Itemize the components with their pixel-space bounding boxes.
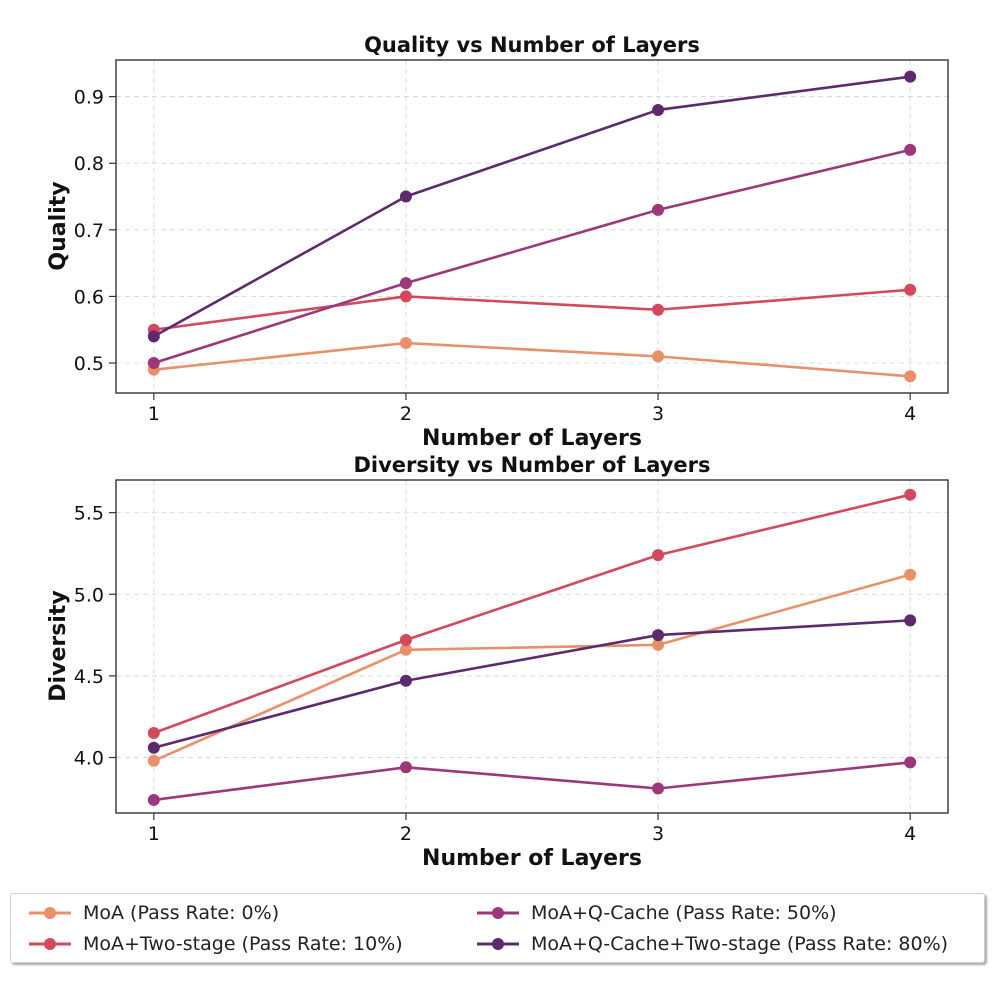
- diversity-series-line-2: [153, 761, 911, 802]
- quality-series-2-point[interactable]: [904, 143, 917, 156]
- quality-ytick-label: 0.6: [74, 286, 104, 308]
- quality-grid: [116, 60, 948, 393]
- diversity-ytick-label: 4.5: [74, 666, 104, 688]
- quality-series: [147, 70, 917, 383]
- diversity-series-2-point[interactable]: [147, 793, 160, 806]
- diversity-series-1-point[interactable]: [147, 727, 160, 740]
- quality-series-3-point[interactable]: [399, 190, 412, 203]
- diversity-series-3-point[interactable]: [652, 629, 665, 642]
- quality-series-3-point[interactable]: [147, 330, 160, 343]
- quality-series-line-3: [153, 75, 911, 338]
- legend-marker-moa-two-stage: [29, 938, 71, 950]
- legend-label-moa-q-cache-two-stage: MoA+Q-Cache+Two-stage (Pass Rate: 80%): [531, 933, 949, 955]
- legend-dot-moa-q-cache-two-stage: [492, 938, 504, 950]
- quality-series-1-point[interactable]: [652, 303, 665, 316]
- quality-series-line-1: [153, 288, 911, 332]
- diversity-series-3-point[interactable]: [147, 741, 160, 754]
- diversity-series-2-point[interactable]: [904, 756, 917, 769]
- legend-dot-moa-two-stage: [44, 938, 56, 950]
- diversity-xtick-label: 1: [148, 823, 160, 845]
- diversity-series-0-point[interactable]: [399, 643, 412, 656]
- legend-marker-moa-q-cache-two-stage: [477, 938, 519, 950]
- diversity-ytick-label: 4.0: [74, 748, 104, 770]
- legend-label-moa: MoA (Pass Rate: 0%): [83, 902, 280, 924]
- diversity-title: Diversity vs Number of Layers: [353, 453, 710, 477]
- diversity-series-0-point[interactable]: [652, 638, 665, 651]
- quality-series-2-point[interactable]: [399, 277, 412, 290]
- legend-label-moa-q-cache: MoA+Q-Cache (Pass Rate: 50%): [531, 902, 837, 924]
- quality-plot-frame: [115, 59, 949, 394]
- legend-marker-moa-q-cache: [477, 907, 519, 919]
- diversity-series-1-point[interactable]: [652, 549, 665, 562]
- quality-series-1-point[interactable]: [399, 290, 412, 303]
- diversity-series-3-point[interactable]: [904, 614, 917, 627]
- quality-ylabel: Quality: [46, 181, 71, 270]
- diversity-series-line-0: [153, 573, 911, 762]
- quality-title: Quality vs Number of Layers: [364, 33, 700, 57]
- quality-ytick-label: 0.7: [74, 220, 104, 242]
- legend: MoA (Pass Rate: 0%) MoA+Q-Cache (Pass Ra…: [10, 893, 985, 963]
- quality-ticks: 0.5 0.6 0.7 0.8 0.9 1 2 3 4: [74, 87, 916, 425]
- diversity-series-2-point[interactable]: [652, 782, 665, 795]
- diversity-xtick-label: 4: [904, 823, 916, 845]
- quality-series-line-0: [153, 341, 911, 378]
- diversity-grid: [116, 480, 948, 813]
- quality-series-3-point[interactable]: [904, 70, 917, 83]
- quality-xtick-label: 3: [652, 403, 664, 425]
- diversity-series-3-point[interactable]: [399, 674, 412, 687]
- quality-ytick-label: 0.5: [74, 353, 104, 375]
- diversity-ytick-label: 5.0: [74, 584, 104, 606]
- quality-series-1-point[interactable]: [904, 283, 917, 296]
- quality-series-0-point[interactable]: [652, 350, 665, 363]
- diversity-ytick-label: 5.5: [74, 503, 104, 525]
- diversity-chart: 4.0 4.5 5.0 5.5 1 2 3 4 Diversity vs Number of …: [46, 453, 949, 871]
- diversity-ylabel: Diversity: [46, 590, 71, 701]
- quality-chart: 0.5 0.6 0.7 0.8 0.9 1 2 3 4 Quality vs Number of…: [46, 33, 949, 451]
- diversity-series-0-point[interactable]: [147, 754, 160, 767]
- quality-series-line-2: [153, 148, 911, 365]
- diversity-xtick-label: 2: [400, 823, 412, 845]
- diversity-ticks: 4.0 4.5 5.0 5.5 1 2 3 4: [74, 503, 916, 845]
- quality-ytick-label: 0.8: [74, 153, 104, 175]
- diversity-plot-frame: [115, 479, 949, 814]
- diversity-series-0-point[interactable]: [904, 568, 917, 581]
- legend-dot-moa: [44, 907, 56, 919]
- diversity-series-line-1: [153, 493, 911, 735]
- legend-dot-moa-q-cache: [492, 907, 504, 919]
- diversity-series-2-point[interactable]: [399, 761, 412, 774]
- diversity-series-line-3: [153, 619, 911, 749]
- diversity-series: [147, 488, 917, 806]
- diversity-xlabel: Number of Layers: [422, 846, 642, 871]
- quality-series-0-point[interactable]: [904, 370, 917, 383]
- quality-series-3-point[interactable]: [652, 103, 665, 116]
- legend-marker-moa: [29, 907, 71, 919]
- diversity-series-1-point[interactable]: [904, 488, 917, 501]
- quality-xtick-label: 4: [904, 403, 916, 425]
- diversity-xtick-label: 3: [652, 823, 664, 845]
- quality-series-0-point[interactable]: [399, 337, 412, 350]
- diversity-series-1-point[interactable]: [399, 633, 412, 646]
- legend-label-moa-two-stage: MoA+Two-stage (Pass Rate: 10%): [83, 933, 403, 955]
- quality-xlabel: Number of Layers: [422, 426, 642, 451]
- quality-series-2-point[interactable]: [652, 203, 665, 216]
- quality-xtick-label: 2: [400, 403, 412, 425]
- quality-xtick-label: 1: [148, 403, 160, 425]
- quality-series-2-point[interactable]: [147, 357, 160, 370]
- quality-ytick-label: 0.9: [74, 87, 104, 109]
